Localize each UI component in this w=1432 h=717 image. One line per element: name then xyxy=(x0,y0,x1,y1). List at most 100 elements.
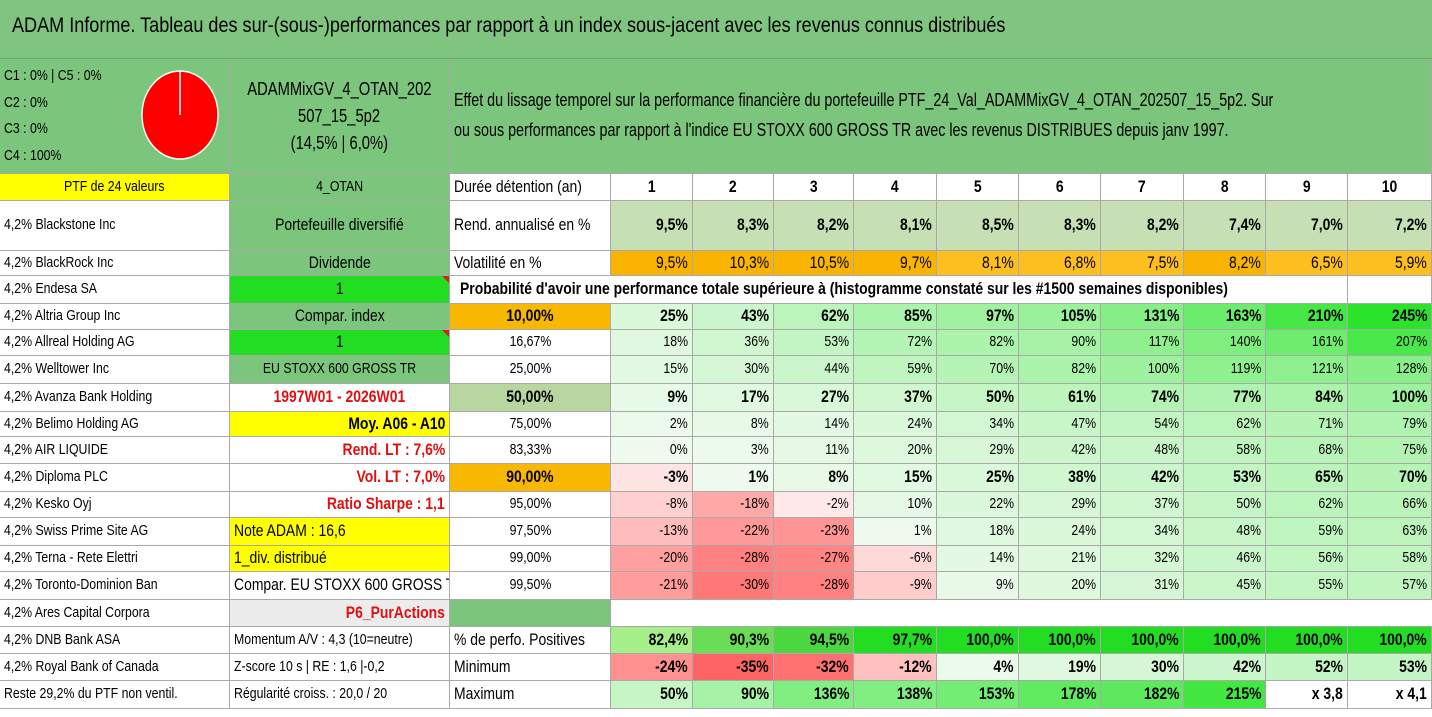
rend-value-text: 7,0% xyxy=(1311,215,1343,235)
perf-value-text: 161% xyxy=(1311,333,1343,351)
pos-value: 100,0% xyxy=(1348,627,1432,654)
perf-value: 119% xyxy=(1184,356,1266,384)
legend-box: C1 : 0% | C5 : 0% C2 : 0% C3 : 0% C4 : 100% xyxy=(0,59,230,174)
perf-value-text: 17% xyxy=(741,387,769,407)
pos-value-text: 100,0% xyxy=(1379,629,1427,649)
vol-value-text: 10,5% xyxy=(809,252,849,272)
perf-value-text: 45% xyxy=(1236,576,1261,594)
report-title: ADAM Informe. Tableau des sur-(sous-)per… xyxy=(12,14,1006,37)
perf-value: 62% xyxy=(774,304,854,330)
max-value: 215% xyxy=(1184,681,1266,709)
probability-level-text: 10,00% xyxy=(506,306,554,326)
vol-value-text: 8,1% xyxy=(982,252,1014,272)
perf-value: 22% xyxy=(937,492,1019,518)
holding-row: 4,2% BlackRock Inc xyxy=(0,251,230,276)
min-value: -35% xyxy=(693,654,774,681)
min-value-text: 19% xyxy=(1068,656,1096,676)
min-value: 52% xyxy=(1266,654,1348,681)
probability-level-text: 25,00% xyxy=(509,360,551,378)
vol-value-text: 10,3% xyxy=(729,252,769,272)
perf-value-text: 210% xyxy=(1307,306,1343,326)
perf-value-text: 20% xyxy=(907,440,932,458)
holding-row-text: 4,2% Swiss Prime Site AG xyxy=(4,522,149,540)
perf-value-text: 245% xyxy=(1391,306,1427,326)
perf-value: 1% xyxy=(854,518,937,546)
rend-value: 8,3% xyxy=(1019,201,1101,251)
perf-value-text: 36% xyxy=(744,333,769,351)
perf-value: 34% xyxy=(937,412,1019,437)
probability-level-text: 97,50% xyxy=(509,522,551,540)
perf-value-text: 44% xyxy=(824,360,849,378)
info-cell-6: EU STOXX 600 GROSS TR xyxy=(230,356,450,384)
portfolio-name-line-1: ADAMMixGV_4_OTAN_202 xyxy=(247,78,432,99)
perf-value: -9% xyxy=(854,572,937,600)
perf-value: 42% xyxy=(1019,437,1101,464)
perf-value: 59% xyxy=(854,356,937,384)
perf-value-text: 128% xyxy=(1395,360,1427,378)
perf-value: 48% xyxy=(1184,518,1266,546)
perf-value: 62% xyxy=(1266,492,1348,518)
vol-value-text: 7,5% xyxy=(1147,252,1179,272)
perf-value: 56% xyxy=(1266,546,1348,572)
perf-value: 25% xyxy=(611,304,693,330)
vol-value: 10,5% xyxy=(774,251,854,276)
probability-level: 83,33% xyxy=(450,437,611,464)
perf-value-text: 15% xyxy=(663,360,688,378)
duration-label: Durée détention (an) xyxy=(450,174,611,201)
info-cell-5: 1 xyxy=(230,330,450,356)
probability-level: 16,67% xyxy=(450,330,611,356)
info-cell-15: P6_PurActions xyxy=(230,600,450,627)
max-value: 136% xyxy=(774,681,854,709)
holding-row: 4,2% Avanza Bank Holding xyxy=(0,384,230,412)
description-line-2: ou sous performances par rapport à l'ind… xyxy=(454,120,1229,140)
vol-value: 9,7% xyxy=(854,251,937,276)
holding-row: Reste 29,2% du PTF non ventil. xyxy=(0,681,230,709)
min-value-text: -12% xyxy=(899,656,932,676)
pos-value: 100,0% xyxy=(1266,627,1348,654)
vol-label-text: Volatilité en % xyxy=(454,252,542,272)
rend-value-text: 8,2% xyxy=(817,215,849,235)
perf-value-text: 3% xyxy=(751,440,769,458)
probability-level: 25,00% xyxy=(450,356,611,384)
vol-value: 10,3% xyxy=(693,251,774,276)
holding-row: 4,2% AIR LIQUIDE xyxy=(0,437,230,464)
min-value: -24% xyxy=(611,654,693,681)
perf-value: 29% xyxy=(937,437,1019,464)
duration-year: 5 xyxy=(937,174,1019,201)
max-value-text: 50% xyxy=(660,684,688,704)
holding-row: 4,2% Belimo Holding AG xyxy=(0,412,230,437)
perf-value-text: 53% xyxy=(1233,467,1261,487)
holding-row: 4,2% Royal Bank of Canada xyxy=(0,654,230,681)
vol-value-text: 5,9% xyxy=(1395,252,1427,272)
perf-value-text: 31% xyxy=(1154,576,1179,594)
perf-value: -28% xyxy=(693,546,774,572)
perf-value-text: 59% xyxy=(1318,522,1343,540)
min-value-text: 30% xyxy=(1151,656,1179,676)
holding-row-text: 4,2% Endesa SA xyxy=(4,280,98,298)
vol-value: 8,2% xyxy=(1184,251,1266,276)
perf-value-text: 14% xyxy=(989,549,1014,567)
info-cell-12-text: Note ADAM : 16,6 xyxy=(234,521,346,541)
info-cell-13-text: 1_div. distribué xyxy=(234,548,327,568)
info-cell-3: 1 xyxy=(230,276,450,304)
pos-value: 100,0% xyxy=(1019,627,1101,654)
legend-c3: C3 : 0% xyxy=(4,120,48,137)
perf-value: 90% xyxy=(1019,330,1101,356)
max-value: 178% xyxy=(1019,681,1101,709)
min-value: 4% xyxy=(937,654,1019,681)
probability-title: Probabilité d'avoir une performance tota… xyxy=(450,276,1348,304)
pos-value-text: 97,7% xyxy=(892,629,932,649)
perf-value: 46% xyxy=(1184,546,1266,572)
perf-value: 210% xyxy=(1266,304,1348,330)
holding-row-text: 4,2% DNB Bank ASA xyxy=(4,630,121,648)
perf-value-text: 32% xyxy=(1154,549,1179,567)
holding-row: 4,2% Swiss Prime Site AG xyxy=(0,518,230,546)
min-value-text: 53% xyxy=(1399,656,1427,676)
duration-year-text: 4 xyxy=(891,176,899,196)
perf-value-text: -18% xyxy=(740,495,769,513)
duration-year: 7 xyxy=(1101,174,1184,201)
info-cell-4-text: Compar. index xyxy=(294,306,385,326)
perf-value-text: 1% xyxy=(914,522,932,540)
perf-value-text: 117% xyxy=(1148,333,1179,351)
rend-value: 8,2% xyxy=(774,201,854,251)
